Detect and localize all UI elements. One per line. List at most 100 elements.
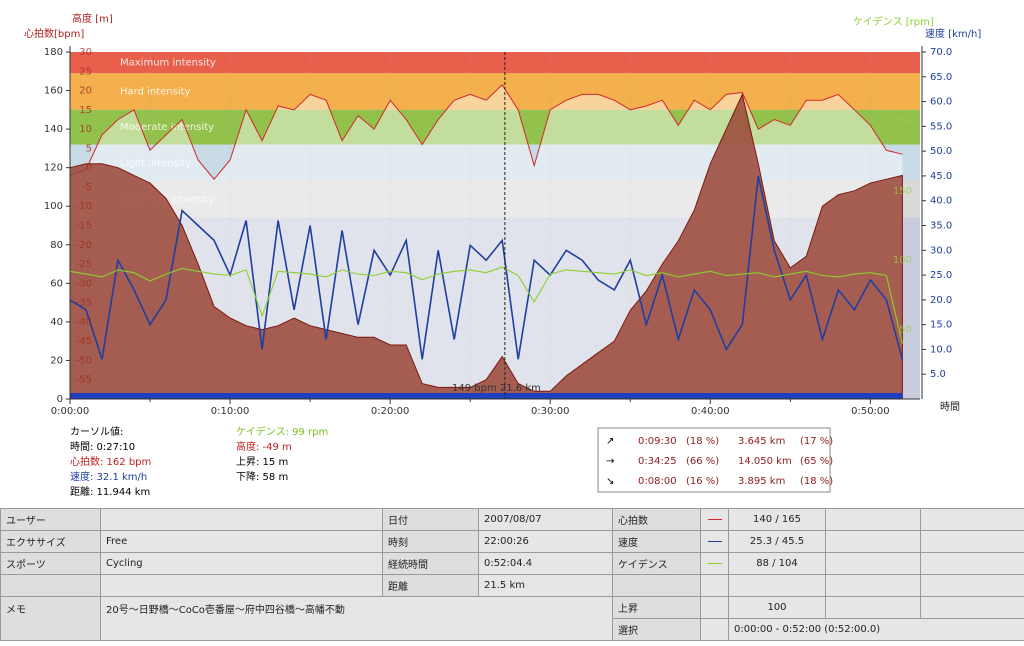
date-label: 日付 <box>382 508 479 531</box>
y2-tick-label: 35.0 <box>930 221 952 232</box>
summary-cell: 14.050 km <box>738 456 792 467</box>
altitude-tick-label: -35 <box>76 298 92 309</box>
y2-tick-label: 30.0 <box>930 245 952 256</box>
altitude-tick-label: -5 <box>82 182 92 193</box>
zone-label: Moderate intensity <box>120 122 214 133</box>
y2-tick-label: 40.0 <box>930 196 952 207</box>
exercise-label: エクササイズ <box>0 530 101 553</box>
intensity-zone <box>70 181 920 218</box>
sport: Cycling <box>100 552 383 575</box>
y-tick-label: 80 <box>50 240 63 251</box>
ascent: 100 <box>728 596 826 619</box>
selection-strip <box>70 393 903 399</box>
altitude-tick-label: -30 <box>76 278 92 289</box>
y2-tick-label: 45.0 <box>930 171 952 182</box>
flat-icon: → <box>606 456 614 467</box>
summary-cell: (18 %) <box>800 476 833 487</box>
y-tick-label: 140 <box>44 124 63 135</box>
distance-label: 距離 <box>382 574 479 597</box>
hr-line <box>69 84 903 180</box>
summary-cell: 3.895 km <box>738 476 785 487</box>
ascent-label: 上昇 <box>612 596 701 619</box>
altitude-tick-label: -10 <box>76 201 92 212</box>
time: 22:00:26 <box>478 530 613 553</box>
time-label: 時刻 <box>382 530 479 553</box>
distance: 21.5 km <box>478 574 613 597</box>
altitude-tick-label: 30 <box>79 47 92 58</box>
altitude-tick-label: -55 <box>76 375 92 386</box>
altitude-tick-label: -15 <box>76 221 92 232</box>
summary-cell: (17 %) <box>800 436 833 447</box>
cadence-line <box>69 266 903 344</box>
summary-frame <box>597 427 831 493</box>
summary-cell: 0:34:25 <box>638 456 677 467</box>
summary-box: ↗ → ↘ 0:09:30 (18 %) 3.645 km (17 %) 0:34:25… <box>597 427 833 493</box>
y-tick-label: 180 <box>44 47 63 58</box>
plot-area: Maximum intensity Hard intensity Moderate … <box>69 52 920 400</box>
y2-tick-label: 60.0 <box>930 97 952 108</box>
altitude-area <box>69 92 903 400</box>
up-icon: ↗ <box>606 436 614 447</box>
cadence-tick-label: 50 <box>899 325 912 336</box>
altitude-tick-label: -45 <box>76 336 92 347</box>
altitude-tick-label: 5 <box>86 143 92 154</box>
cursor-title: カーソル値: <box>70 425 123 438</box>
y-tick-label: 120 <box>44 163 63 174</box>
altitude-tick-label: 15 <box>79 105 92 116</box>
altitude-axis-label: 高度 [m] <box>72 12 113 25</box>
y-tick-label: 0 <box>57 394 63 405</box>
y2-tick-label: 5.0 <box>930 369 946 380</box>
cadence-tick-label: 200 <box>893 116 912 127</box>
x-axis-label: 時間 <box>940 401 960 413</box>
duration: 0:52:04.4 <box>478 552 613 575</box>
exercise: Free <box>100 530 383 553</box>
cursor-speed: 速度: 32.1 km/h <box>70 470 147 483</box>
date: 2007/08/07 <box>478 508 613 531</box>
y2-tick-label: 15.0 <box>930 320 952 331</box>
selection-label: 選択 <box>612 618 701 641</box>
summary-cell: (66 %) <box>686 456 719 467</box>
sport-label: スポーツ <box>0 552 101 575</box>
cadence-label: ケイデンス <box>612 552 701 575</box>
zone-label: Maximum intensity <box>120 58 216 69</box>
altitude-tick-label: 0 <box>86 163 92 174</box>
y2-tick-label: 25.0 <box>930 270 952 281</box>
cursor-annotation: 149 bpm 21.6 km <box>452 383 541 394</box>
cursor-panel: カーソル値: 時間: 0:27:10 心拍数: 162 bpm 速度: 32.1… <box>70 425 328 498</box>
y-tick-label: 20 <box>50 355 63 366</box>
x-tick-label: 0:10:00 <box>211 406 250 417</box>
memo: 20号～日野橋～CoCo壱番屋～府中四谷橋～高幡不動 <box>100 596 613 641</box>
intensity-zone <box>70 144 920 182</box>
x-tick-label: 0:00:00 <box>51 406 90 417</box>
intensity-zone <box>70 52 920 74</box>
cadence-axis-label: ケイデンス [rpm] <box>853 15 934 28</box>
y-tick-label: 60 <box>50 278 63 289</box>
hr-label: 心拍数 <box>612 508 701 531</box>
summary-cell: (65 %) <box>800 456 833 467</box>
y-tick-label: 100 <box>44 201 63 212</box>
user-label: ユーザー <box>0 508 101 531</box>
cursor-ascent: 上昇: 15 m <box>236 456 288 468</box>
y2-tick-label: 50.0 <box>930 146 952 157</box>
x-tick-label: 0:20:00 <box>371 406 410 417</box>
speed-label: 速度 <box>612 530 701 553</box>
selection: 0:00:00 - 0:52:00 (0:52:00.0) <box>728 618 1024 641</box>
y2-tick-label: 55.0 <box>930 121 952 132</box>
cursor-distance: 距離: 11.944 km <box>70 485 150 498</box>
info-table: ユーザー 日付 2007/08/07 心拍数 140 / 165 エクササイズ … <box>0 508 1024 641</box>
cadence-value: 88 / 104 <box>728 552 826 575</box>
cursor-hr: 心拍数: 162 bpm <box>70 455 151 468</box>
memo-label: メモ <box>0 596 101 641</box>
cadence-tick-label: 100 <box>893 255 912 266</box>
speed-axis-label: 速度 [km/h] <box>925 27 981 40</box>
altitude-tick-label: 20 <box>79 86 92 97</box>
duration-label: 経続時間 <box>382 552 479 575</box>
summary-cell: (16 %) <box>686 476 719 487</box>
cursor-descent: 下降: 58 m <box>236 470 288 483</box>
hr-axis-label: 心拍数[bpm] <box>24 27 84 40</box>
speed-line <box>69 175 904 360</box>
zone-label: Light intensity <box>120 158 192 169</box>
y2-tick-label: 10.0 <box>930 344 952 355</box>
cursor-altitude: 高度: -49 m <box>236 440 292 453</box>
